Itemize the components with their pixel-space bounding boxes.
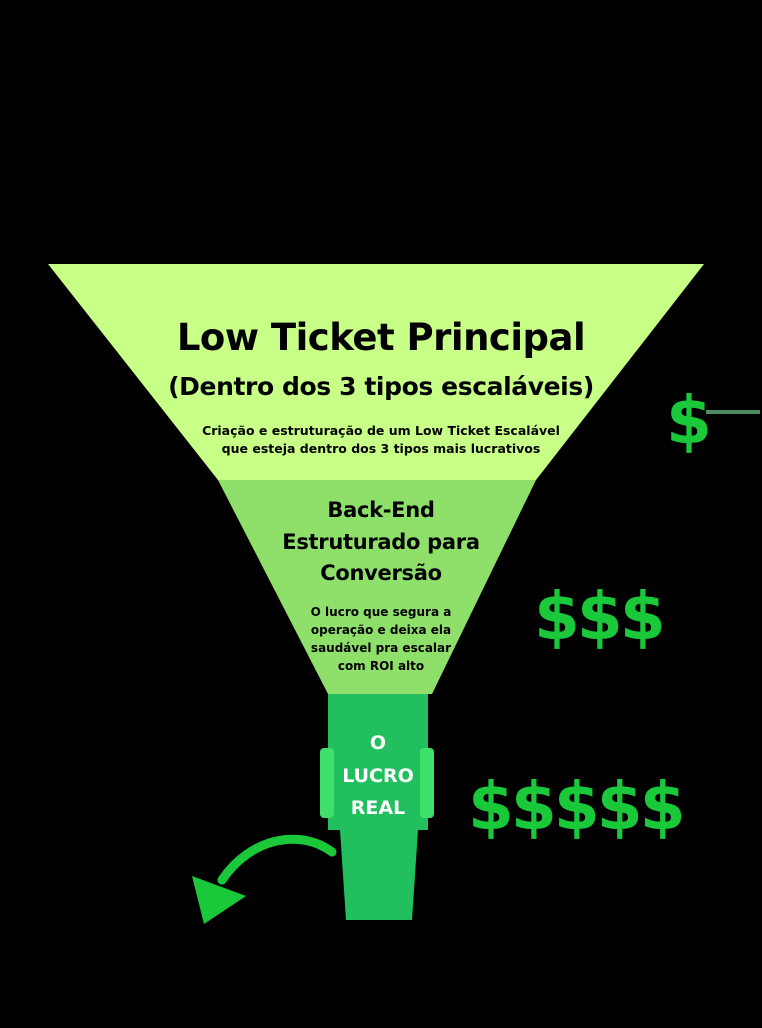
- tier3-label-line: REAL: [350, 797, 406, 819]
- tier2-description-line: saudável pra escalar: [310, 641, 452, 655]
- tier2-title-line: Estruturado para: [282, 529, 480, 554]
- funnel-tier1-shape: [48, 264, 704, 480]
- tier1-title: Low Ticket Principal: [176, 316, 586, 359]
- tier1-dollar-indicator: $: [666, 382, 712, 459]
- tier3-dollar-indicator: $$$$$: [468, 768, 686, 845]
- tier2-title-line: Conversão: [320, 561, 442, 585]
- funnel-tier2-shape: [218, 480, 536, 694]
- spout-tab-left: [320, 748, 334, 818]
- tier1-subtitle: (Dentro dos 3 tipos escaláveis): [168, 372, 594, 401]
- tier3-label: O LUCRO REAL: [328, 727, 428, 825]
- spout-tab-right: [420, 748, 434, 818]
- tier3-label-line: O: [369, 732, 387, 754]
- tier2-description-line: operação e deixa ela: [310, 623, 452, 637]
- tier1-description-line: que esteja dentro dos 3 tipos mais lucra…: [221, 441, 541, 456]
- tier3-label-line: LUCRO: [342, 764, 414, 787]
- tier2-title: Back-End Estruturado para Conversão: [250, 495, 512, 590]
- tier1-description-line: Criação e estruturação de um Low Ticket …: [202, 423, 560, 438]
- tier2-dollar-indicator: $$$: [534, 578, 666, 655]
- tier2-description-line: O lucro que segura a: [310, 605, 452, 619]
- tier1-description: Criação e estruturação de um Low Ticket …: [170, 422, 592, 458]
- funnel-tier3-shape: [328, 694, 428, 920]
- tier2-title-line: Back-End: [327, 498, 435, 522]
- tier2-description: O lucro que segura a operação e deixa el…: [290, 603, 472, 675]
- curved-arrow-icon: [192, 834, 337, 924]
- tier2-description-line: com ROI alto: [337, 659, 425, 673]
